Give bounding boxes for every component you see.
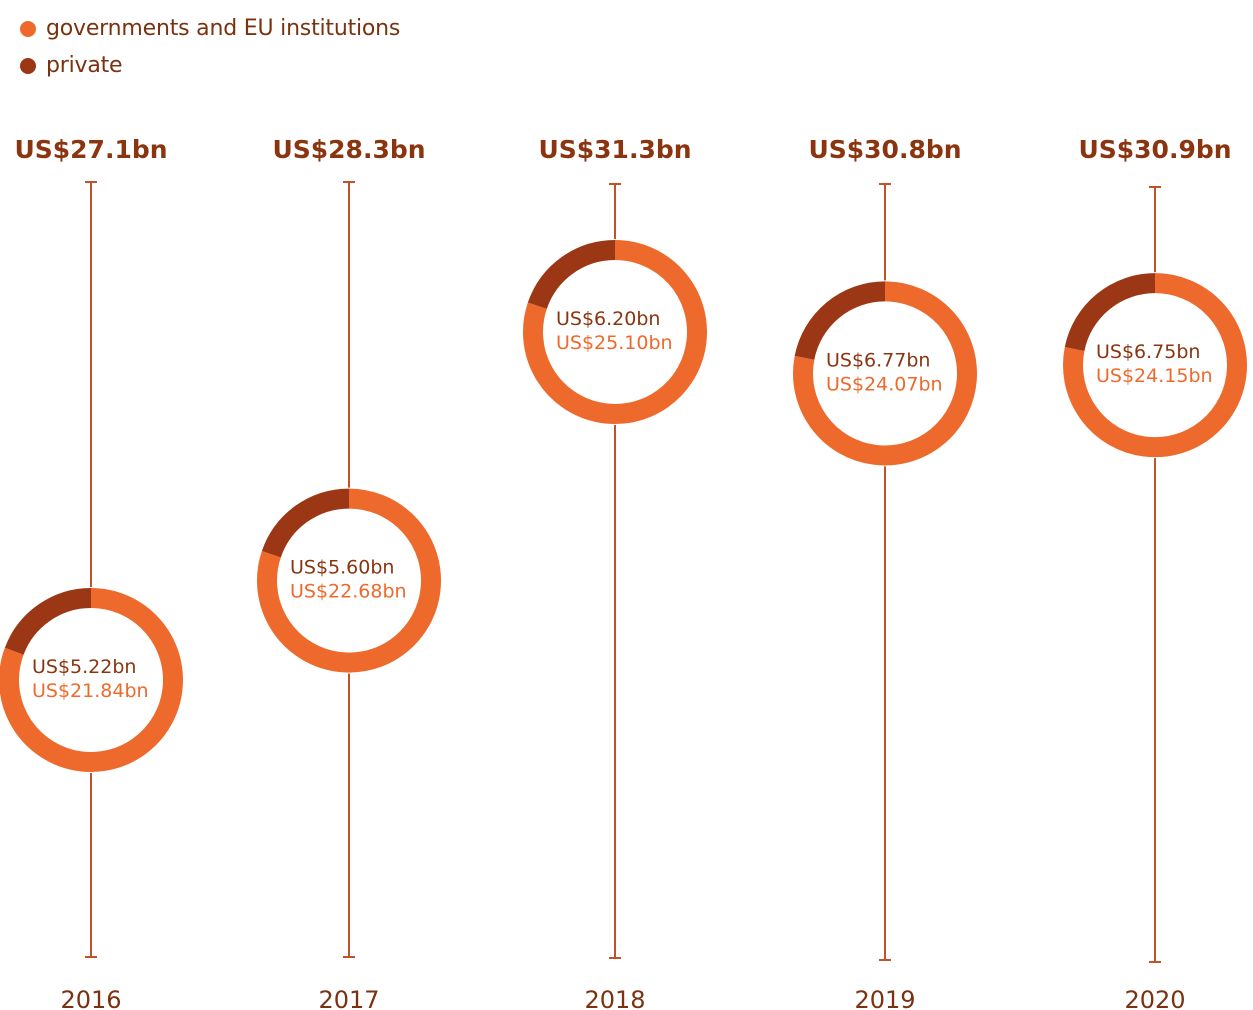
private-value-label: US$6.75bn <box>1096 341 1200 363</box>
legend-label-private: private <box>46 53 123 78</box>
donut-slice-private <box>1064 273 1156 352</box>
donut-backdrop <box>522 239 708 425</box>
donut-backdrop <box>1062 272 1248 459</box>
total-label: US$27.1bn <box>14 135 167 164</box>
year-tick-label: 2019 <box>854 986 915 1010</box>
government-value-label: US$21.84bn <box>32 680 149 702</box>
donut-slice-government <box>523 240 707 424</box>
government-dot-icon <box>20 20 36 37</box>
year-tick-label: 2020 <box>1124 986 1185 1010</box>
donut-backdrop <box>256 487 442 674</box>
year-tick-label: 2018 <box>584 986 645 1010</box>
donut-slice-private <box>261 488 350 558</box>
total-label: US$31.3bn <box>538 135 691 164</box>
government-value-label: US$25.10bn <box>556 332 673 354</box>
government-value-label: US$24.15bn <box>1096 365 1213 387</box>
private-value-label: US$5.60bn <box>290 557 394 579</box>
legend: governments and EU institutions private <box>20 10 400 84</box>
donut-slice-government <box>793 281 977 466</box>
private-value-label: US$5.22bn <box>32 656 136 678</box>
legend-item-private: private <box>20 47 400 84</box>
total-label: US$28.3bn <box>272 135 425 164</box>
year-tick-label: 2016 <box>60 986 121 1010</box>
donut-slice-private <box>527 240 616 310</box>
private-value-label: US$6.20bn <box>556 308 660 330</box>
donut-backdrop <box>0 587 184 773</box>
total-label: US$30.9bn <box>1078 135 1231 164</box>
legend-item-government: governments and EU institutions <box>20 10 400 47</box>
year-tick-label: 2017 <box>318 986 379 1010</box>
donut-slice-government <box>1063 273 1247 458</box>
donut-backdrop <box>792 280 978 467</box>
government-value-label: US$24.07bn <box>826 373 943 395</box>
total-label: US$30.8bn <box>808 135 961 164</box>
legend-label-government: governments and EU institutions <box>46 16 401 41</box>
donut-slice-private <box>794 281 886 361</box>
donut-slice-government <box>0 588 183 772</box>
government-value-label: US$22.68bn <box>290 581 407 603</box>
donut-slice-government <box>257 488 441 673</box>
private-value-label: US$6.77bn <box>826 349 930 371</box>
private-dot-icon <box>20 57 36 74</box>
donut-slice-private <box>4 588 92 656</box>
